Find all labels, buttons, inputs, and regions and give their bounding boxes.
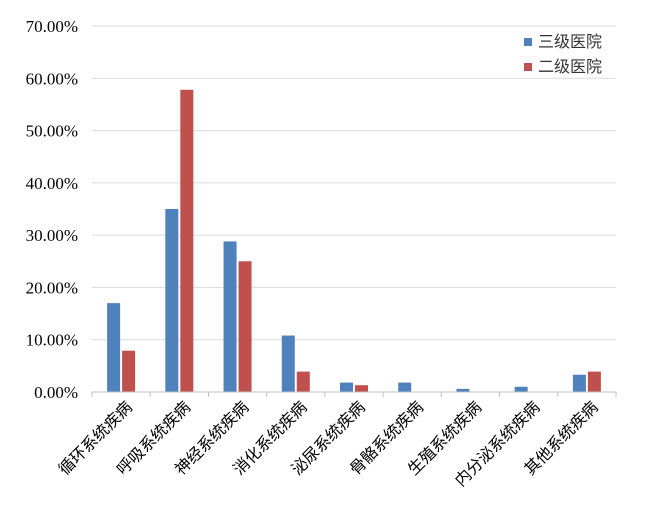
bar-tier2 — [587, 371, 601, 392]
bar-tier3 — [107, 303, 121, 392]
bar-tier2 — [122, 350, 136, 392]
bar-tier2 — [238, 261, 252, 392]
y-tick-label: 0.00% — [34, 383, 78, 402]
bars — [107, 89, 601, 392]
legend-swatch — [524, 63, 532, 71]
legend-label: 三级医院 — [538, 32, 602, 51]
bar-tier2 — [355, 385, 368, 392]
bar-tier3 — [281, 335, 295, 392]
bar-tier3 — [165, 209, 179, 392]
y-axis: 0.00% 10.00% 20.00% 30.00% 40.00% 50.00% 60.00… — [26, 17, 78, 402]
bar-tier3 — [572, 374, 586, 392]
legend-label: 二级医院 — [538, 57, 602, 76]
y-tick-label: 50.00% — [26, 122, 78, 141]
y-tick-label: 40.00% — [26, 174, 78, 193]
bar-tier3 — [456, 388, 470, 392]
bar-tier2 — [180, 89, 194, 392]
y-tick-label: 30.00% — [26, 226, 78, 245]
bar-tier2 — [296, 371, 310, 392]
legend-swatch — [524, 38, 532, 46]
bar-tier3 — [340, 382, 353, 392]
x-axis: 循环系统疾病呼吸系统疾病神经系统疾病消化系统疾病泌尿系统疾病骨骼系统疾病生殖系统… — [55, 391, 617, 490]
gridlines — [92, 25, 616, 341]
y-tick-label: 10.00% — [26, 331, 78, 350]
bar-tier3 — [514, 386, 528, 392]
y-tick-label: 20.00% — [26, 278, 78, 297]
y-tick-label: 70.00% — [26, 17, 78, 36]
bar-tier3 — [223, 241, 237, 392]
y-tick-label: 60.00% — [26, 69, 78, 88]
bar-tier3 — [398, 382, 412, 392]
